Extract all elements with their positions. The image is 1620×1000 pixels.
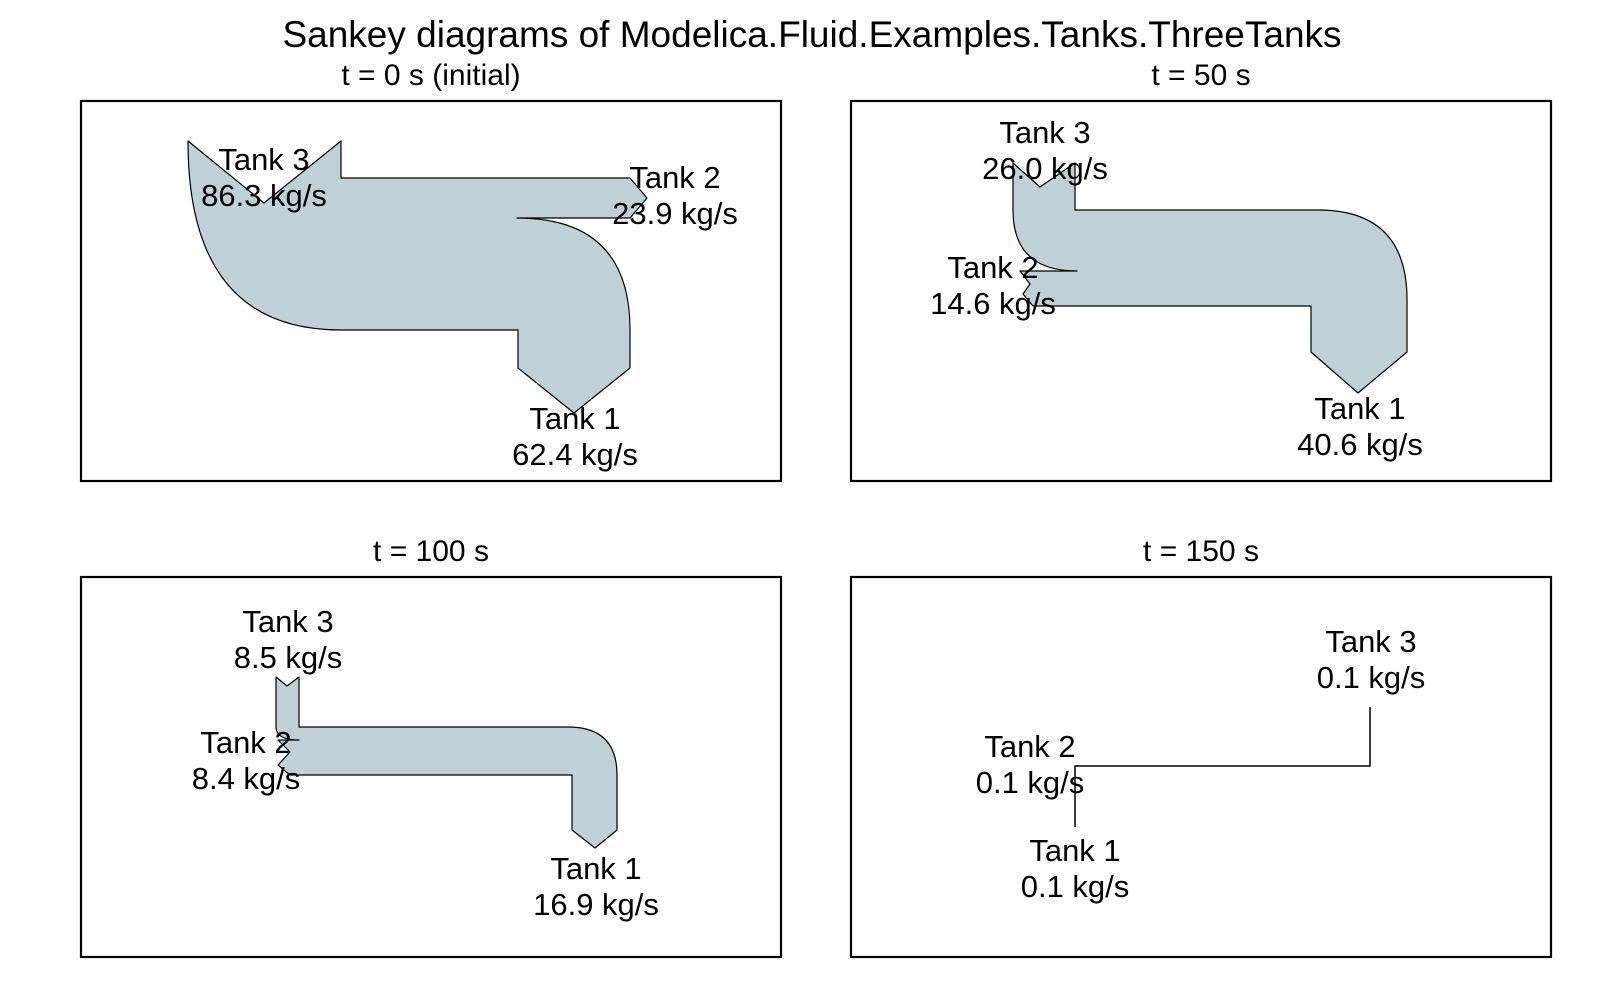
node-tank-2: Tank 2 23.9 kg/s	[612, 160, 738, 231]
node-tank-3: Tank 3 86.3 kg/s	[201, 142, 327, 213]
node-name: Tank 3	[1325, 624, 1416, 659]
node-value: 0.1 kg/s	[976, 765, 1085, 800]
panel-t50: t = 50 s Tank 3 26.0 kg/s Tank 2 14.6 kg…	[849, 59, 1553, 483]
node-tank-2: Tank 2 8.4 kg/s	[192, 725, 301, 796]
node-tank-3: Tank 3 0.1 kg/s	[1317, 624, 1426, 695]
node-name: Tank 2	[947, 250, 1038, 285]
node-name: Tank 3	[218, 142, 309, 177]
node-name: Tank 3	[242, 604, 333, 639]
panel-frame	[79, 99, 783, 483]
panel-frame	[79, 575, 783, 959]
panel-t150: t = 150 s Tank 3 0.1 kg/s Tank 2 0.1 kg/…	[849, 535, 1553, 959]
node-name: Tank 1	[1029, 833, 1120, 868]
node-tank-1: Tank 1 40.6 kg/s	[1297, 391, 1423, 462]
panel-t0: t = 0 s (initial) Tank 3 86.3 kg/s Tank …	[79, 59, 783, 483]
node-value: 23.9 kg/s	[612, 196, 738, 231]
panel-title: t = 0 s (initial)	[341, 59, 520, 92]
panel-frame	[849, 575, 1553, 959]
node-name: Tank 2	[629, 160, 720, 195]
node-tank-1: Tank 1 16.9 kg/s	[533, 851, 659, 922]
figure-title: Sankey diagrams of Modelica.Fluid.Exampl…	[282, 14, 1341, 55]
node-name: Tank 1	[550, 851, 641, 886]
node-value: 8.4 kg/s	[192, 761, 301, 796]
node-name: Tank 1	[529, 401, 620, 436]
panel-t100: t = 100 s Tank 3 8.5 kg/s Tank 2 8.4 kg/…	[79, 535, 783, 959]
sankey-flow-shape	[275, 676, 618, 849]
node-name: Tank 2	[984, 729, 1075, 764]
panel-frame	[849, 99, 1553, 483]
panel-title: t = 100 s	[373, 535, 489, 568]
node-value: 40.6 kg/s	[1297, 427, 1423, 462]
sankey-flow-shape	[1012, 162, 1408, 394]
node-tank-2: Tank 2 0.1 kg/s	[976, 729, 1085, 800]
node-tank-3: Tank 3 8.5 kg/s	[234, 604, 343, 675]
node-tank-1: Tank 1 0.1 kg/s	[1021, 833, 1130, 904]
node-name: Tank 1	[1314, 391, 1405, 426]
node-tank-1: Tank 1 62.4 kg/s	[512, 401, 638, 472]
node-value: 0.1 kg/s	[1317, 660, 1426, 695]
node-value: 86.3 kg/s	[201, 178, 327, 213]
node-tank-3: Tank 3 26.0 kg/s	[982, 115, 1108, 186]
node-value: 8.5 kg/s	[234, 640, 343, 675]
node-tank-2: Tank 2 14.6 kg/s	[930, 250, 1056, 321]
panel-title: t = 150 s	[1143, 535, 1259, 568]
node-value: 0.1 kg/s	[1021, 869, 1130, 904]
node-value: 14.6 kg/s	[930, 286, 1056, 321]
node-name: Tank 3	[999, 115, 1090, 150]
node-value: 62.4 kg/s	[512, 437, 638, 472]
sankey-flow-shape	[187, 140, 648, 414]
node-name: Tank 2	[200, 725, 291, 760]
node-value: 26.0 kg/s	[982, 151, 1108, 186]
node-value: 16.9 kg/s	[533, 887, 659, 922]
panel-title: t = 50 s	[1151, 59, 1250, 92]
sankey-flow-line	[1074, 707, 1371, 827]
